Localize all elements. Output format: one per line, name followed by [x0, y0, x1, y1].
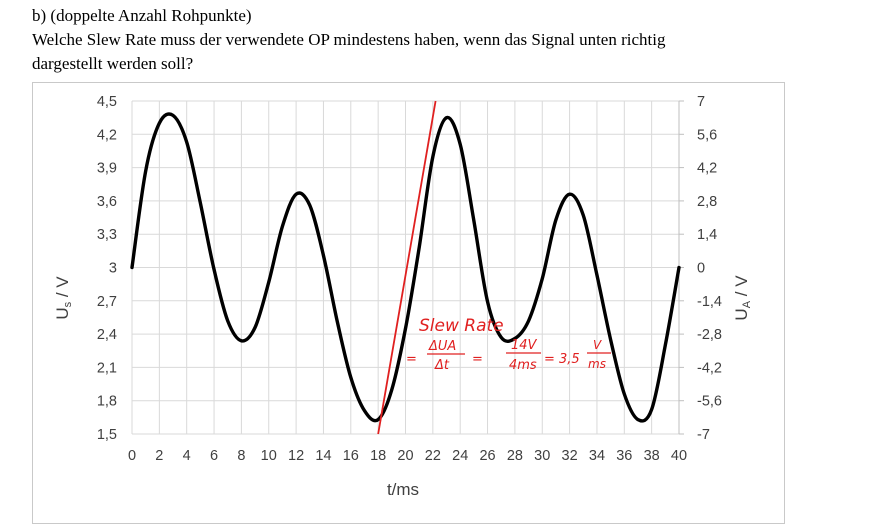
x-tick-label: 14 — [315, 448, 331, 464]
y-right-tick-label: 5,6 — [697, 127, 717, 143]
y-left-tick-label: 4,2 — [97, 127, 117, 143]
question-heading: b) (doppelte Anzahl Rohpunkte) — [32, 6, 252, 25]
signal-line — [130, 112, 681, 423]
annotation-title: Slew Rate — [419, 316, 504, 336]
slew-rate-annotation: Slew Rate = ΔUA Δt = 14V 4ms = 3,5 V ms — [406, 316, 611, 373]
formula-unit-ms: ms — [588, 357, 606, 371]
x-tick-label: 20 — [397, 448, 413, 464]
y-left-tick-label: 4,5 — [97, 94, 117, 110]
formula-delta-ua: ΔUA — [428, 339, 456, 354]
y-right-tick-label: -1,4 — [697, 294, 722, 310]
x-tick-label: 28 — [507, 448, 523, 464]
y-left-tick-label: 3,9 — [97, 161, 117, 177]
question-line-1: Welche Slew Rate muss der verwendete OP … — [32, 30, 666, 49]
y-right-tick-labels: -7 -5,6 -4,2 -2,8 -1,4 0 1,4 2,8 4,2 5,6 7 — [697, 94, 722, 443]
y-right-tick-label: -7 — [697, 427, 710, 443]
y-left-tick-label: 3 — [109, 261, 117, 277]
chart-svg: 0 2 4 6 8 10 12 14 16 18 20 22 24 26 28 30 32 34 36 38 40 1,… — [53, 94, 753, 499]
x-tick-label: 26 — [479, 448, 495, 464]
y-left-axis-title: Us / V — [53, 276, 74, 320]
y-right-tick-label: 7 — [697, 94, 705, 110]
x-tick-label: 10 — [261, 448, 277, 464]
formula-4ms: 4ms — [509, 358, 537, 373]
question-line-2: dargestellt werden soll? — [32, 54, 194, 73]
x-tick-label: 8 — [237, 448, 245, 464]
x-tick-label: 40 — [671, 448, 687, 464]
x-tick-label: 32 — [562, 448, 578, 464]
y-right-tick-label: 0 — [697, 261, 705, 277]
y-left-tick-label: 2,1 — [97, 360, 117, 376]
x-tick-label: 12 — [288, 448, 304, 464]
y-right-tick-label: 1,4 — [697, 227, 717, 243]
y-right-tick-label: 4,2 — [697, 161, 717, 177]
x-tick-label: 4 — [183, 448, 191, 464]
x-tick-label: 18 — [370, 448, 386, 464]
x-tick-label: 38 — [644, 448, 660, 464]
x-tick-label: 22 — [425, 448, 441, 464]
x-tick-labels: 0 2 4 6 8 10 12 14 16 18 20 22 24 26 28 30 32 34 36 38 40 — [128, 448, 687, 464]
y-left-tick-label: 1,5 — [97, 427, 117, 443]
y-left-tick-labels: 1,5 1,8 2,1 2,4 2,7 3 3,3 3,6 3,9 4,2 4,5 — [97, 94, 117, 443]
y-left-tick-label: 3,6 — [97, 194, 117, 210]
y-left-tick-label: 3,3 — [97, 227, 117, 243]
y-left-tick-label: 2,4 — [97, 327, 117, 343]
y-left-tick-label: 2,7 — [97, 294, 117, 310]
svg-text:=: = — [406, 352, 417, 367]
y-right-tick-label: -2,8 — [697, 327, 722, 343]
x-tick-label: 24 — [452, 448, 468, 464]
x-tick-label: 34 — [589, 448, 605, 464]
annotation-formula: = ΔUA Δt = 14V 4ms = 3,5 V ms — [406, 338, 611, 373]
svg-text:= 3,5: = 3,5 — [544, 352, 580, 367]
y-left-tick-label: 1,8 — [97, 394, 117, 410]
x-tick-label: 6 — [210, 448, 218, 464]
x-tick-label: 0 — [128, 448, 136, 464]
formula-delta-t: Δt — [434, 358, 450, 373]
y-right-axis-title: UA / V — [732, 275, 753, 321]
formula-unit-v: V — [593, 338, 602, 352]
formula-14v: 14V — [511, 338, 538, 353]
svg-text:=: = — [472, 352, 483, 367]
y-right-tick-label: -4,2 — [697, 360, 722, 376]
x-tick-label: 30 — [534, 448, 550, 464]
x-tick-label: 36 — [616, 448, 632, 464]
x-tick-label: 2 — [155, 448, 163, 464]
chart-frame: 0 2 4 6 8 10 12 14 16 18 20 22 24 26 28 30 32 34 36 38 40 1,… — [32, 82, 785, 524]
x-axis-title: t/ms — [387, 480, 419, 499]
slew-rate-tangent-line — [377, 100, 437, 435]
x-tick-label: 16 — [343, 448, 359, 464]
y-right-tick-label: 2,8 — [697, 194, 717, 210]
y-right-tick-label: -5,6 — [697, 394, 722, 410]
